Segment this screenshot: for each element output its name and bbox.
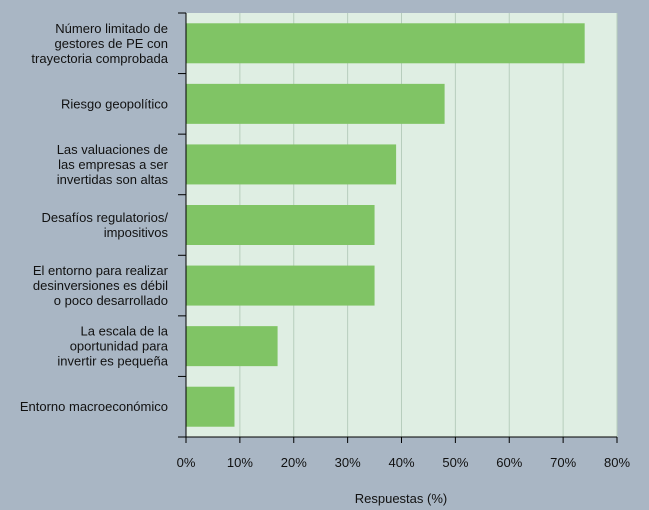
y-tick-label: La escala de la oportunidad para invertir … <box>57 324 168 369</box>
y-tick-label: Entorno macroeconómico <box>20 399 168 414</box>
y-tick-label: Las valuaciones de las empresas a ser inve… <box>57 142 169 187</box>
x-tick-label: 70% <box>550 455 576 470</box>
label-line: Desafíos regulatorios/ <box>42 210 169 225</box>
x-tick-label: 20% <box>281 455 307 470</box>
label-line: impositivos <box>104 225 169 240</box>
y-tick-label: Número limitado de gestores de PE con tray… <box>31 21 168 66</box>
label-line: La escala de la <box>81 324 169 339</box>
label-line: o poco desarrollado <box>54 293 168 308</box>
bar <box>186 83 445 124</box>
x-tick-label: 50% <box>442 455 468 470</box>
label-line: Las valuaciones de <box>57 142 168 157</box>
bar <box>186 326 278 367</box>
bar <box>186 205 375 245</box>
label-line: trayectoria comprobada <box>31 51 168 66</box>
label-line: Riesgo geopolítico <box>61 96 168 111</box>
x-tick-label: 10% <box>227 455 253 470</box>
label-line: oportunidad para <box>70 339 169 354</box>
label-line: gestores de PE con <box>55 36 168 51</box>
label-line: Entorno macroeconómico <box>20 399 168 414</box>
x-tick-label: 60% <box>496 455 522 470</box>
y-tick-label: Riesgo geopolítico <box>61 96 168 111</box>
bar <box>186 144 397 185</box>
label-line: desinversiones es débil <box>33 278 168 293</box>
x-tick-label: 40% <box>388 455 414 470</box>
label-line: invertidas son altas <box>57 172 169 187</box>
x-tick-label: 30% <box>335 455 361 470</box>
x-tick-label: 80% <box>604 455 630 470</box>
bar <box>186 386 235 427</box>
bar <box>186 265 375 306</box>
x-tick-label: 0% <box>177 455 196 470</box>
y-tick-label: Desafíos regulatorios/impositivos <box>42 210 169 240</box>
label-line: las empresas a ser <box>58 157 168 172</box>
bar <box>186 23 585 64</box>
label-line: El entorno para realizar <box>33 263 169 278</box>
x-axis-label: Respuestas (%) <box>355 491 447 506</box>
y-tick-label: El entorno para realizar desinversiones e… <box>33 263 169 308</box>
label-line: invertir es pequeña <box>57 354 168 369</box>
label-line: Número limitado de <box>55 21 168 36</box>
